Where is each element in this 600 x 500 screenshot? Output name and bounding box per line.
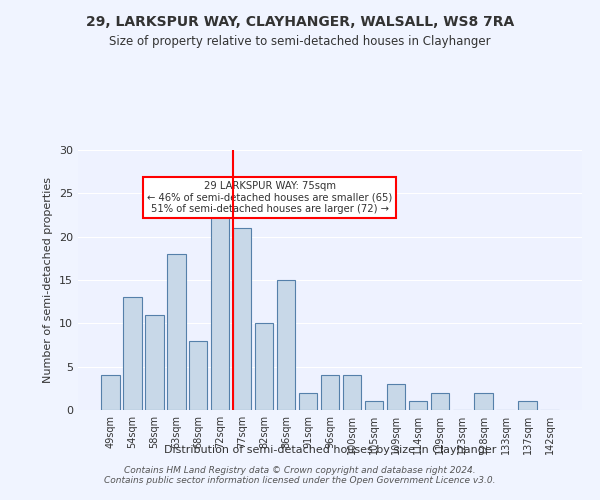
Bar bbox=[167, 254, 185, 410]
Text: Distribution of semi-detached houses by size in Clayhanger: Distribution of semi-detached houses by … bbox=[164, 445, 496, 455]
Bar bbox=[189, 340, 208, 410]
Bar bbox=[123, 298, 142, 410]
Bar bbox=[518, 402, 537, 410]
Bar bbox=[365, 402, 383, 410]
Bar bbox=[409, 402, 427, 410]
Bar bbox=[386, 384, 405, 410]
Bar bbox=[343, 376, 361, 410]
Bar bbox=[255, 324, 274, 410]
Text: Contains HM Land Registry data © Crown copyright and database right 2024.
Contai: Contains HM Land Registry data © Crown c… bbox=[104, 466, 496, 485]
Bar bbox=[233, 228, 251, 410]
Bar bbox=[320, 376, 340, 410]
Y-axis label: Number of semi-detached properties: Number of semi-detached properties bbox=[43, 177, 53, 383]
Bar bbox=[211, 202, 229, 410]
Bar bbox=[277, 280, 295, 410]
Bar bbox=[101, 376, 119, 410]
Bar bbox=[299, 392, 317, 410]
Bar bbox=[431, 392, 449, 410]
Text: 29 LARKSPUR WAY: 75sqm
← 46% of semi-detached houses are smaller (65)
51% of sem: 29 LARKSPUR WAY: 75sqm ← 46% of semi-det… bbox=[147, 181, 392, 214]
Bar bbox=[145, 314, 164, 410]
Text: 29, LARKSPUR WAY, CLAYHANGER, WALSALL, WS8 7RA: 29, LARKSPUR WAY, CLAYHANGER, WALSALL, W… bbox=[86, 15, 514, 29]
Bar bbox=[475, 392, 493, 410]
Text: Size of property relative to semi-detached houses in Clayhanger: Size of property relative to semi-detach… bbox=[109, 35, 491, 48]
